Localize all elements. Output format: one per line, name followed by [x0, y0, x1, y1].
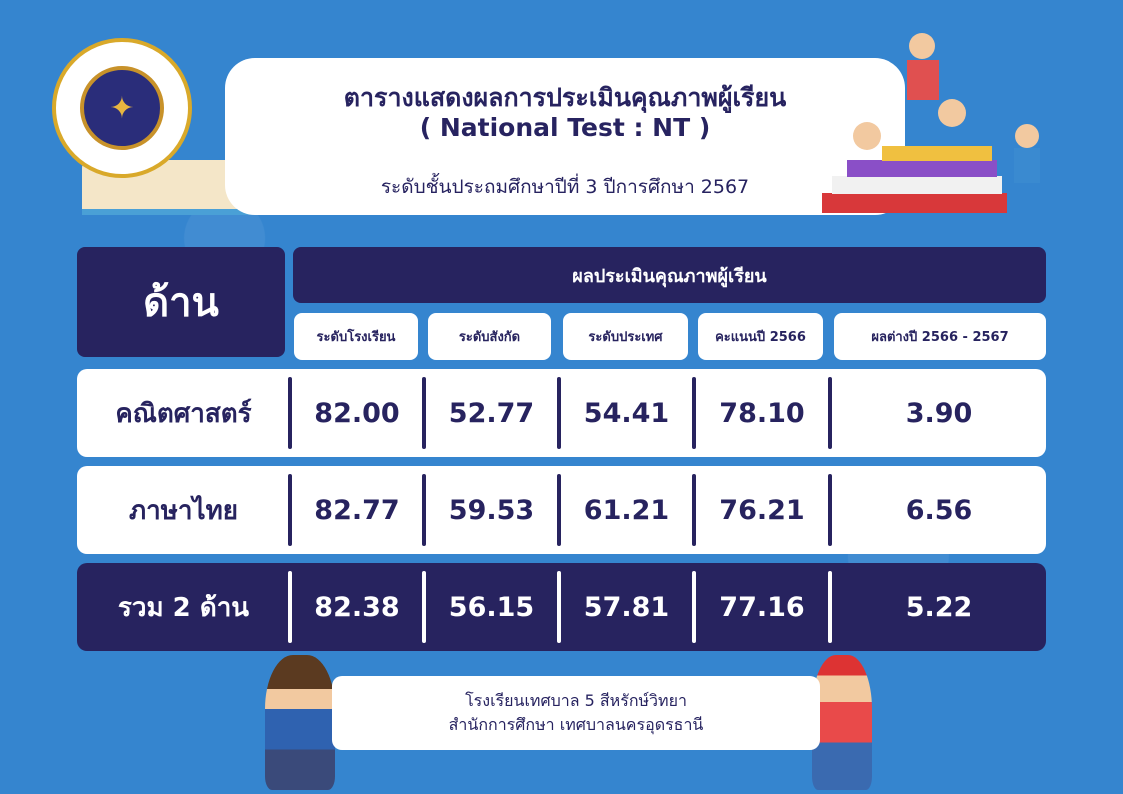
assessment-group-header: ผลประเมินคุณภาพผู้เรียน	[293, 247, 1046, 303]
divider	[288, 571, 292, 643]
divider	[557, 474, 561, 546]
cell-difference: 5.22	[905, 591, 973, 623]
cell-national: 54.41	[583, 397, 670, 429]
divider	[557, 571, 561, 643]
cell-school: 82.77	[314, 494, 400, 526]
table-row-thai: ภาษาไทย 82.77 59.53 61.21 76.21 6.56	[77, 466, 1046, 554]
divider	[828, 474, 832, 546]
row-label: รวม 2 ด้าน	[117, 592, 250, 623]
divider	[557, 377, 561, 449]
divider	[422, 377, 426, 449]
row-label: คณิตศาสตร์	[115, 398, 252, 429]
cell-score-2566: 77.16	[719, 591, 805, 623]
title-banner: ตารางแสดงผลการประเมินคุณภาพผู้เรียน ( Na…	[225, 58, 905, 215]
divider	[828, 377, 832, 449]
footer-school-name: โรงเรียนเทศบาล 5 สีหรักษ์วิทยา	[465, 691, 687, 710]
cell-difference: 6.56	[905, 494, 973, 526]
kids-on-books-illustration	[822, 33, 1040, 213]
footer-school-info: โรงเรียนเทศบาล 5 สีหรักษ์วิทยา สำนักการศ…	[332, 676, 820, 750]
cell-school: 82.38	[314, 591, 400, 623]
cell-affiliation: 56.15	[448, 591, 535, 623]
divider	[692, 377, 696, 449]
page-subtitle: ( National Test : NT )	[419, 113, 711, 142]
cell-national: 57.81	[583, 591, 670, 623]
divider	[692, 474, 696, 546]
divider	[828, 571, 832, 643]
cell-difference: 3.90	[905, 397, 973, 429]
school-logo: ✦	[52, 38, 192, 178]
cell-score-2566: 76.21	[719, 494, 805, 526]
divider	[422, 571, 426, 643]
column-header-score-2566: คะแนนปี 2566	[698, 313, 823, 360]
grade-level: ระดับชั้นประถมศึกษาปีที่ 3 ปีการศึกษา 25…	[380, 176, 750, 198]
cell-affiliation: 59.53	[448, 494, 535, 526]
page-title: ตารางแสดงผลการประเมินคุณภาพผู้เรียน	[343, 83, 787, 112]
logo-emblem: ✦	[80, 66, 164, 150]
footer-office-name: สำนักการศึกษา เทศบาลนครอุดรธานี	[448, 715, 704, 734]
row-label: ภาษาไทย	[129, 495, 238, 526]
cell-national: 61.21	[583, 494, 670, 526]
column-header-national: ระดับประเทศ	[563, 313, 688, 360]
aspect-header: ด้าน	[77, 247, 285, 357]
cell-affiliation: 52.77	[448, 397, 535, 429]
boy-pointing-illustration	[265, 655, 335, 790]
divider	[288, 377, 292, 449]
column-header-school: ระดับโรงเรียน	[294, 313, 418, 360]
cell-school: 82.00	[314, 397, 400, 429]
cell-score-2566: 78.10	[719, 397, 805, 429]
divider	[692, 571, 696, 643]
divider	[422, 474, 426, 546]
column-header-affiliation: ระดับสังกัด	[428, 313, 551, 360]
table-row-math: คณิตศาสตร์ 82.00 52.77 54.41 78.10 3.90	[77, 369, 1046, 457]
table-row-total: รวม 2 ด้าน 82.38 56.15 57.81 77.16 5.22	[77, 563, 1046, 651]
divider	[288, 474, 292, 546]
column-header-difference: ผลต่างปี 2566 - 2567	[834, 313, 1046, 360]
girl-pointing-illustration	[812, 655, 872, 790]
